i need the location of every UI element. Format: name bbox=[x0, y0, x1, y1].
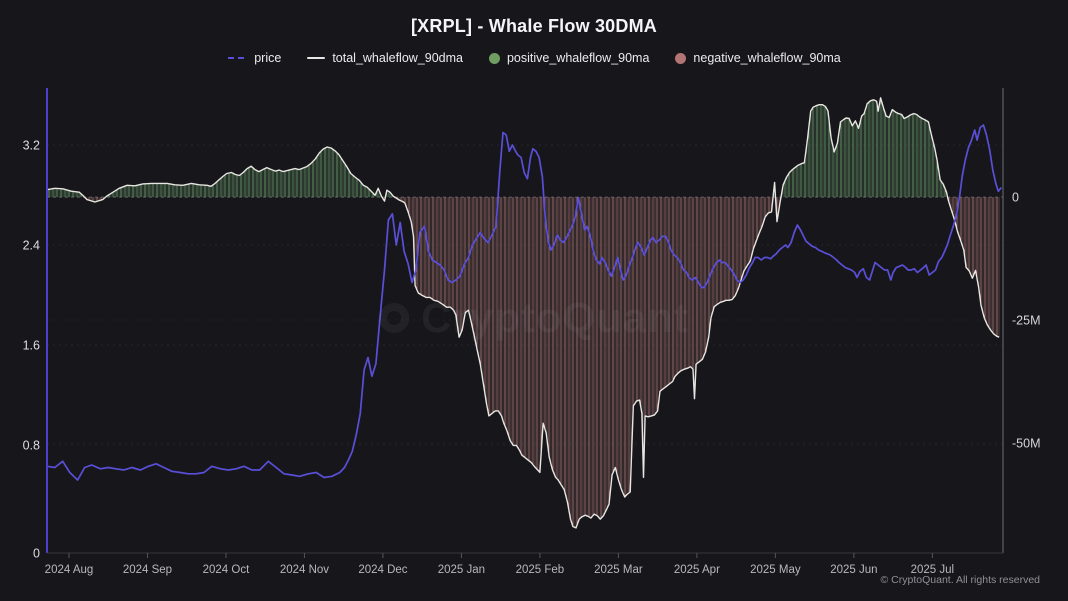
legend-item-positive-whaleflow[interactable]: positive_whaleflow_90ma bbox=[488, 51, 650, 65]
legend-label: price bbox=[254, 51, 282, 65]
x-axis-tick-label: 2025 Jul bbox=[911, 564, 954, 576]
left-axis-tick-label: 2.4 bbox=[23, 239, 40, 253]
whaleflow-bars bbox=[48, 99, 1000, 528]
price-line bbox=[46, 124, 1003, 481]
legend-label: total_whaleflow_90dma bbox=[332, 51, 463, 65]
legend-item-price[interactable]: price bbox=[227, 51, 281, 65]
total-whaleflow-line bbox=[46, 97, 1000, 529]
chart-legend: price total_whaleflow_90dma positive_wha… bbox=[0, 51, 1068, 65]
total-line-swatch bbox=[307, 57, 326, 59]
legend-label: negative_whaleflow_90ma bbox=[693, 51, 841, 65]
positive-dot-swatch bbox=[488, 52, 500, 64]
x-axis-tick-label: 2024 Dec bbox=[358, 564, 407, 576]
x-axis-tick-label: 2025 May bbox=[750, 564, 801, 576]
legend-item-total-whaleflow[interactable]: total_whaleflow_90dma bbox=[307, 51, 463, 65]
x-axis-tick-label: 2025 Mar bbox=[594, 564, 643, 576]
price-line-swatch bbox=[228, 57, 247, 59]
left-axis-tick-label: 0 bbox=[33, 547, 40, 561]
axis-labels: 0 0.8 1.6 2.4 3.2 0 -25M -50M 2024 Aug 2024 Sep 20… bbox=[23, 139, 1041, 577]
x-axis-tick-label: 2025 Apr bbox=[674, 564, 720, 576]
negative-dot-swatch bbox=[675, 52, 687, 64]
page-title: [XRPL] - Whale Flow 30DMA bbox=[410, 16, 657, 36]
right-axis-tick-label: -25M bbox=[1012, 314, 1040, 328]
right-axis-tick-label: -50M bbox=[1012, 436, 1040, 450]
x-axis-tick-label: 2024 Nov bbox=[280, 564, 329, 576]
left-axis-tick-label: 3.2 bbox=[23, 139, 40, 153]
x-axis-tick-label: 2025 Jun bbox=[830, 564, 877, 576]
x-axis-tick-label: 2024 Sep bbox=[123, 564, 172, 576]
right-axis-tick-label: 0 bbox=[1012, 191, 1019, 205]
legend-label: positive_whaleflow_90ma bbox=[506, 51, 650, 65]
copyright-notice: © CryptoQuant. All rights reserved bbox=[880, 574, 1040, 586]
x-axis-tick-label: 2024 Oct bbox=[203, 564, 250, 576]
x-axis-tick-label: 2025 Jan bbox=[438, 564, 485, 576]
left-axis-tick-label: 1.6 bbox=[23, 339, 40, 353]
x-axis-tick-label: 2024 Aug bbox=[45, 564, 94, 576]
legend-item-negative-whaleflow[interactable]: negative_whaleflow_90ma bbox=[675, 51, 841, 65]
left-axis-tick-label: 0.8 bbox=[23, 439, 40, 453]
x-axis-tick-label: 2025 Feb bbox=[516, 564, 565, 576]
